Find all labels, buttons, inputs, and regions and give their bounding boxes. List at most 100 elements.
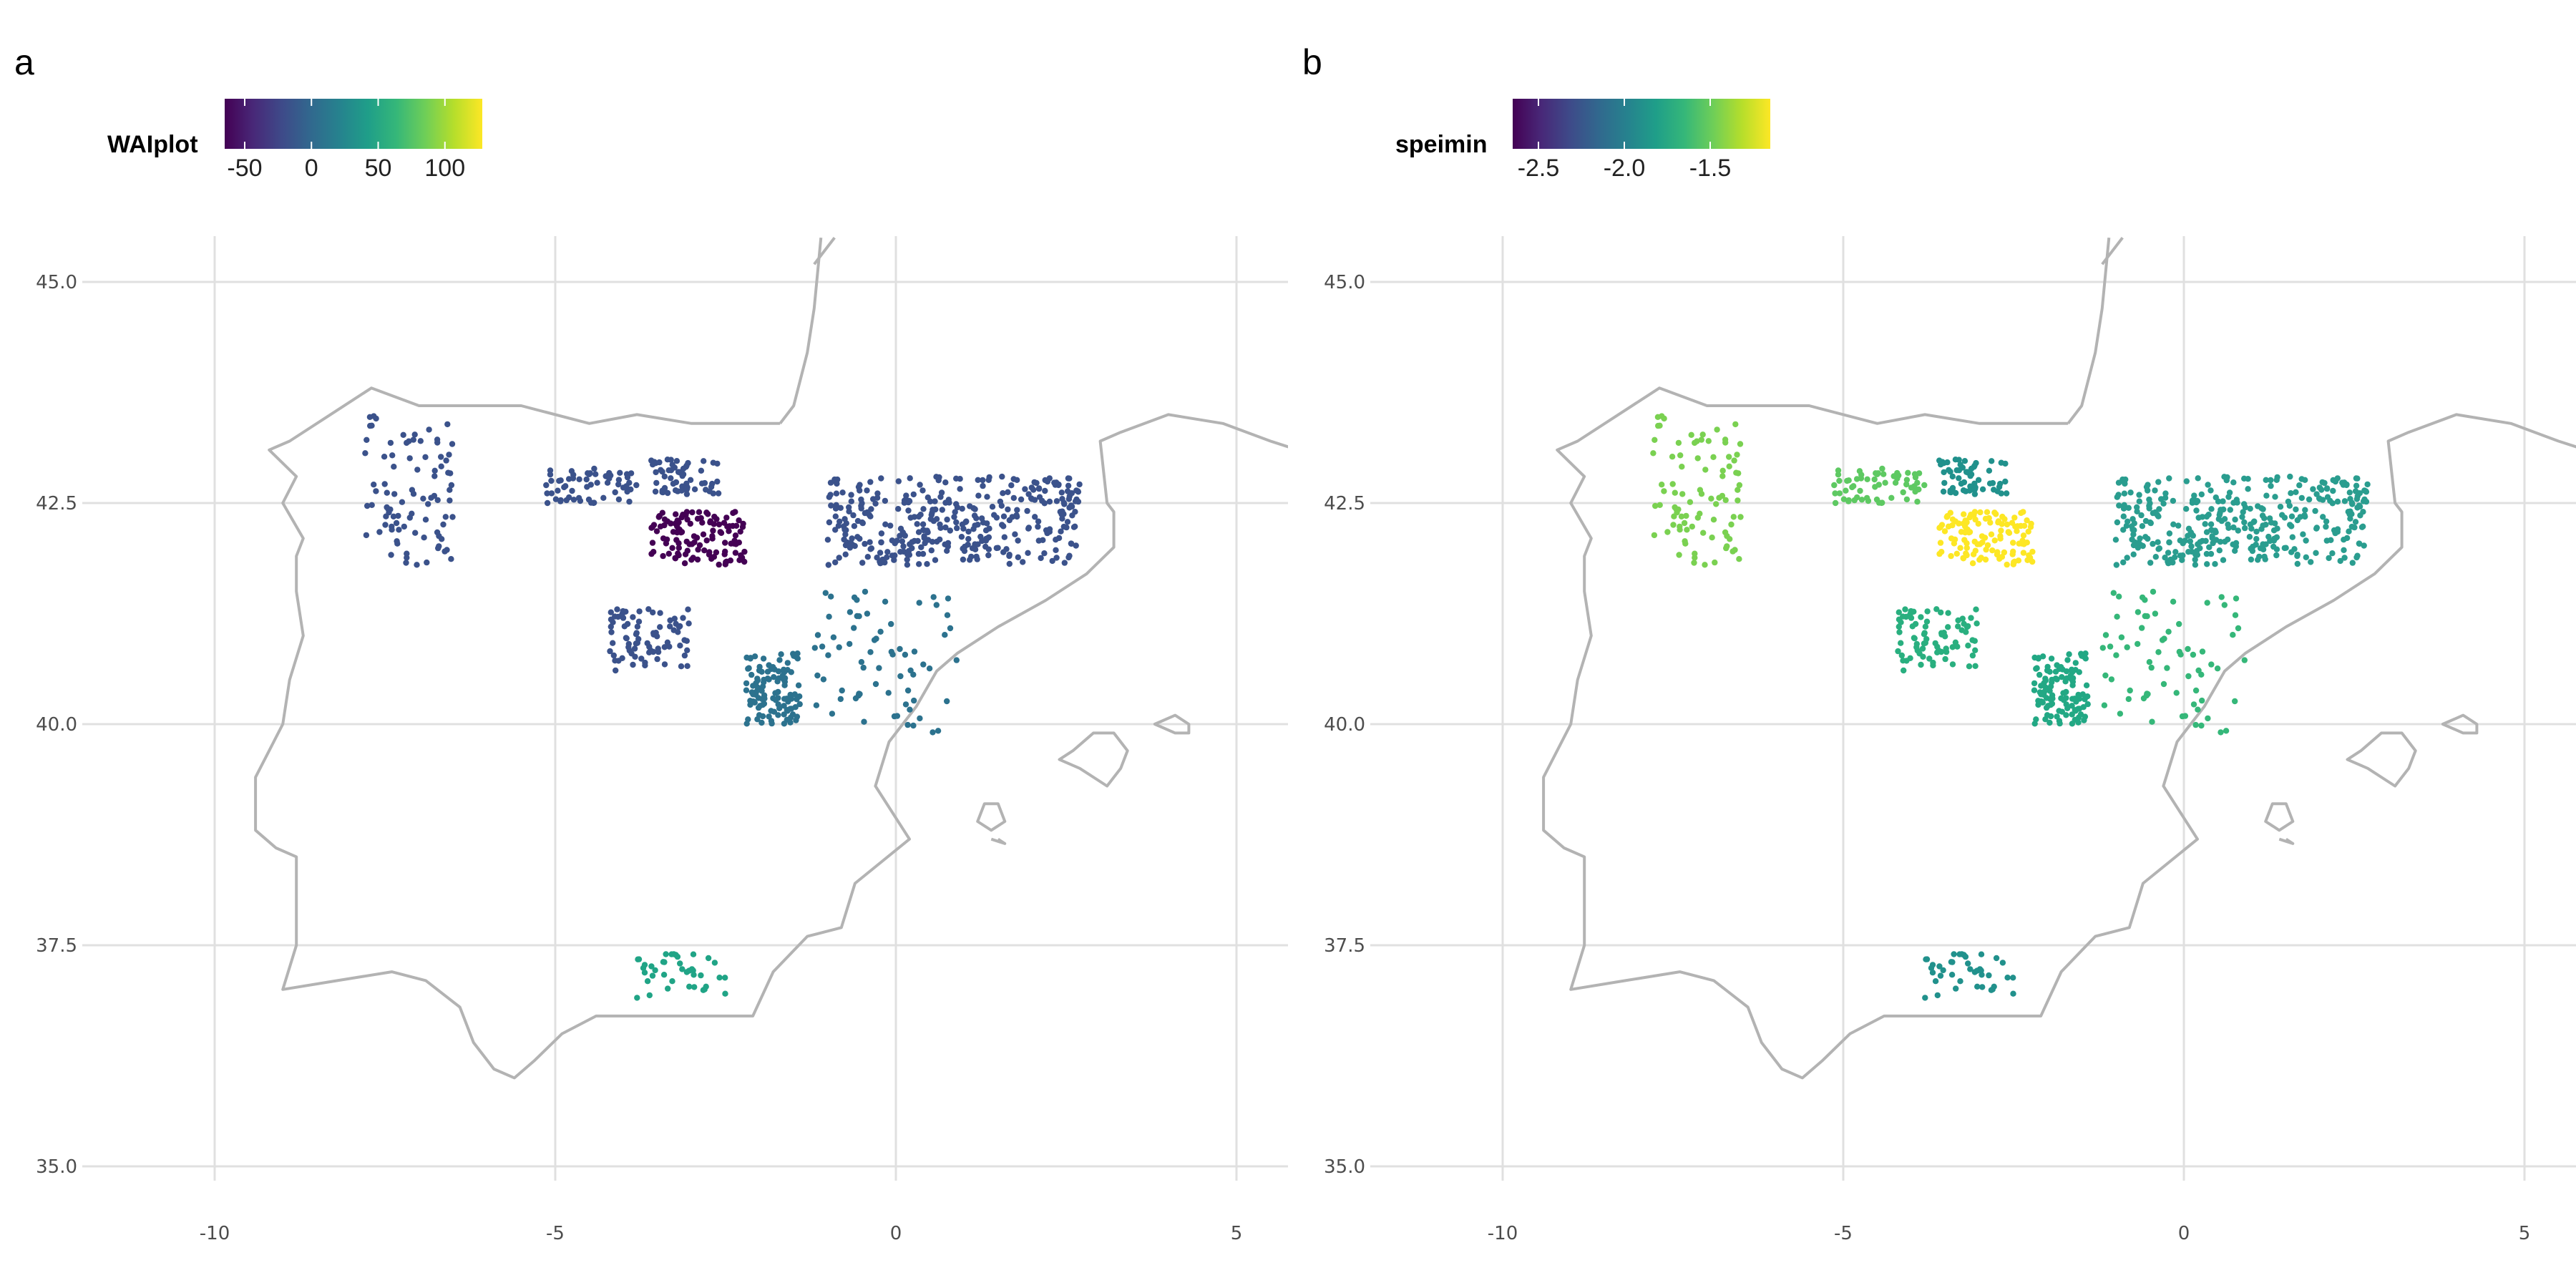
data-point [2084,701,2091,708]
data-point [982,543,989,550]
data-point [1879,465,1885,472]
data-point [1895,648,1901,655]
data-point [422,517,429,523]
data-point [687,520,693,527]
data-point [2003,490,2010,497]
data-point [2232,516,2238,523]
x-tick-label: -10 [1488,1223,1518,1244]
data-point [2150,540,2156,547]
data-point [2247,505,2253,512]
data-point [2198,671,2205,678]
data-point [363,532,370,539]
data-point [2324,494,2331,500]
data-point [861,718,867,725]
data-point [2004,561,2010,568]
legend-tick-label: 50 [364,155,392,182]
data-point [1038,555,1044,562]
data-point [2192,556,2198,563]
data-point [396,527,402,533]
data-point [924,529,931,536]
data-point [2202,521,2208,527]
data-point [889,537,896,544]
data-point [612,489,618,496]
data-point [2302,513,2308,520]
data-point [2185,645,2191,653]
data-point [663,540,670,547]
data-point [1005,506,1011,513]
data-point [926,665,933,672]
data-point [2209,533,2215,540]
data-point [2230,524,2237,531]
data-point [2217,539,2224,545]
data-point [1961,458,1968,464]
data-point [2117,711,2124,717]
data-point [2288,549,2295,555]
data-point [1058,489,1065,496]
data-point [2136,498,2142,504]
data-point [2224,474,2230,481]
data-point [2047,713,2054,720]
data-point [1000,513,1008,519]
data-point [714,460,721,467]
data-point [957,486,963,492]
data-point [2268,477,2274,484]
data-point [997,498,1004,505]
data-point [2218,729,2224,736]
data-point [656,459,663,466]
data-point [920,661,927,668]
data-point [1064,488,1071,494]
data-point [2337,557,2343,565]
data-point [652,488,659,495]
data-point [1072,523,1078,530]
data-point [1941,528,1948,535]
data-point [681,637,688,643]
data-point [544,499,551,507]
data-point [1006,552,1013,560]
data-point [614,606,620,613]
data-point [631,645,638,652]
data-point [758,688,765,694]
data-point [2107,643,2114,650]
data-point [693,535,701,541]
data-point [710,527,716,534]
data-point [1943,645,1949,652]
data-point [2222,538,2228,545]
data-point [2016,540,2022,547]
data-point [952,509,958,515]
data-point [364,436,370,443]
data-point [2042,684,2049,691]
data-point [406,455,413,462]
data-point [2146,505,2152,512]
data-point [2048,655,2055,662]
data-point [787,719,794,726]
data-point [1928,965,1935,972]
data-point [2294,560,2301,567]
data-point [2296,482,2303,489]
data-point [1697,510,1703,517]
data-point [2352,519,2359,525]
data-point [395,512,401,519]
data-point [842,551,849,557]
data-point [953,657,960,663]
data-point [1844,477,1850,484]
data-point [1679,464,1685,470]
y-tick-label: 37.5 [36,935,77,957]
data-point [2323,485,2331,492]
data-point [1914,647,1921,654]
data-point [1006,560,1013,567]
data-point [1975,477,1982,483]
data-point [2165,550,2172,556]
data-point [1058,528,1064,535]
data-point [1952,639,1959,645]
data-point [1882,479,1888,486]
data-point [669,462,675,468]
data-point [775,712,781,718]
data-point [393,519,400,527]
data-point [2235,625,2242,632]
data-point [2177,651,2184,658]
data-point [2061,697,2067,703]
data-point [1989,479,1996,487]
data-point [1902,606,1908,613]
data-point [691,984,698,990]
data-point [1678,513,1685,519]
